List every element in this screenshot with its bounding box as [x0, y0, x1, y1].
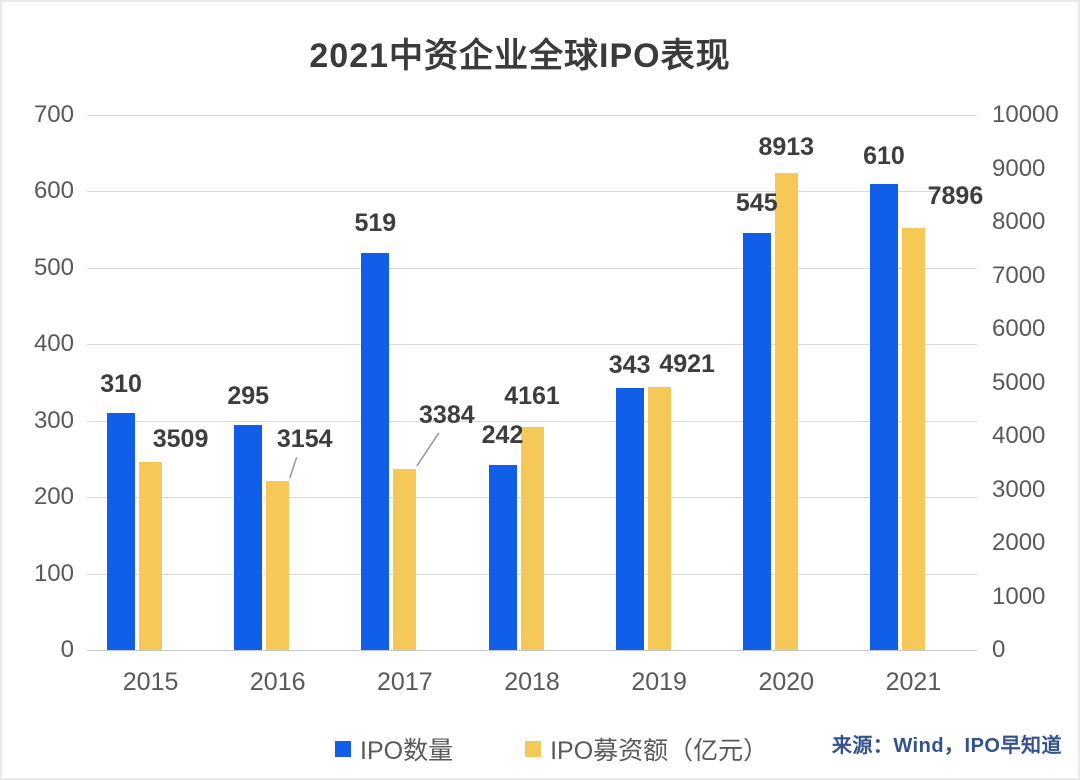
y-axis-right-tick: 8000 — [992, 208, 1046, 235]
y-axis-right-tick: 1000 — [992, 582, 1046, 610]
y-axis-right-tick: 7000 — [992, 261, 1046, 289]
value-label-ipo-count-2015: 310 — [100, 370, 142, 399]
y-axis-left-tick: 600 — [33, 177, 74, 205]
legend: IPO数量 IPO募资额（亿元） — [335, 731, 768, 767]
bar-ipo-count-2018 — [488, 465, 517, 650]
y-axis-right-tick: 5000 — [992, 368, 1046, 396]
y-axis-left-tick: 300 — [33, 406, 74, 434]
bar-ipo-funds-2021 — [901, 227, 925, 650]
gridline — [87, 115, 977, 116]
value-label-ipo-count-2021: 610 — [863, 141, 905, 170]
bar-ipo-count-2021 — [869, 183, 898, 650]
legend-swatch-blue-icon — [335, 741, 351, 757]
chart-title: 2021中资企业全球IPO表现 — [309, 37, 731, 75]
y-axis-left-tick: 700 — [33, 101, 74, 128]
y-axis-left-tick: 0 — [60, 636, 74, 663]
gridline — [87, 344, 977, 346]
bar-ipo-count-2015 — [107, 413, 136, 650]
value-label-ipo-count-2020: 545 — [735, 189, 778, 218]
x-axis-label-2020: 2020 — [758, 668, 815, 696]
value-label-ipo-funds-2018: 4161 — [504, 382, 560, 411]
x-axis-label-2018: 2018 — [504, 668, 560, 696]
y-axis-left-tick: 400 — [33, 330, 74, 358]
gridline — [87, 267, 977, 269]
value-label-ipo-funds-2017: 3384 — [419, 400, 475, 429]
legend-item-ipo-count: IPO数量 — [335, 731, 453, 767]
bar-ipo-count-2020 — [742, 233, 771, 650]
value-label-ipo-funds-2020: 8913 — [758, 133, 815, 162]
gridline — [87, 650, 977, 651]
bar-ipo-count-2016 — [234, 424, 263, 650]
value-label-ipo-funds-2015: 3509 — [152, 425, 209, 454]
gridline — [87, 420, 977, 422]
x-axis-label-2017: 2017 — [377, 668, 433, 696]
y-axis-left-tick: 100 — [33, 559, 74, 587]
legend-swatch-yellow-icon — [525, 741, 542, 757]
y-axis-right-tick: 3000 — [992, 475, 1046, 503]
legend-item-ipo-funds: IPO募资额（亿元） — [525, 731, 768, 767]
bar-ipo-funds-2020 — [774, 173, 798, 650]
y-axis-right-tick: 9000 — [992, 154, 1046, 182]
bar-ipo-funds-2017 — [393, 468, 417, 650]
value-label-ipo-count-2019: 343 — [608, 350, 651, 379]
y-axis-right-tick: 6000 — [992, 315, 1046, 342]
y-axis-left-tick: 200 — [33, 483, 74, 511]
bar-ipo-funds-2019 — [647, 386, 671, 650]
y-axis-right-tick: 2000 — [992, 529, 1046, 556]
x-axis-label-2021: 2021 — [885, 668, 942, 696]
x-axis-label-2019: 2019 — [631, 668, 687, 696]
label-leader-line — [289, 457, 298, 479]
bar-ipo-funds-2018 — [520, 427, 544, 650]
legend-label-ipo-funds: IPO募资额（亿元） — [550, 737, 769, 765]
y-axis-right-tick: 4000 — [992, 422, 1046, 449]
value-label-ipo-funds-2016: 3154 — [276, 425, 333, 454]
value-label-ipo-count-2018: 242 — [481, 421, 524, 450]
label-leader-line — [416, 432, 440, 467]
x-axis-label-2015: 2015 — [122, 668, 179, 696]
value-label-ipo-funds-2021: 7896 — [927, 181, 984, 210]
value-label-ipo-count-2016: 295 — [227, 381, 270, 410]
bar-ipo-count-2017 — [361, 253, 390, 650]
y-axis-left-tick: 500 — [33, 253, 74, 281]
value-label-ipo-funds-2019: 4921 — [659, 349, 715, 378]
y-axis-right-tick: 10000 — [992, 101, 1059, 128]
y-axis-right-tick: 0 — [992, 636, 1006, 663]
legend-label-ipo-count: IPO数量 — [360, 737, 454, 765]
x-axis-label-2016: 2016 — [249, 668, 306, 696]
bar-ipo-funds-2016 — [266, 481, 290, 650]
bar-ipo-count-2019 — [615, 387, 644, 650]
source-text: 来源：Wind，IPO早知道 — [831, 735, 1062, 757]
gridline — [87, 191, 977, 193]
bar-ipo-funds-2015 — [139, 462, 163, 650]
value-label-ipo-count-2017: 519 — [354, 209, 397, 238]
